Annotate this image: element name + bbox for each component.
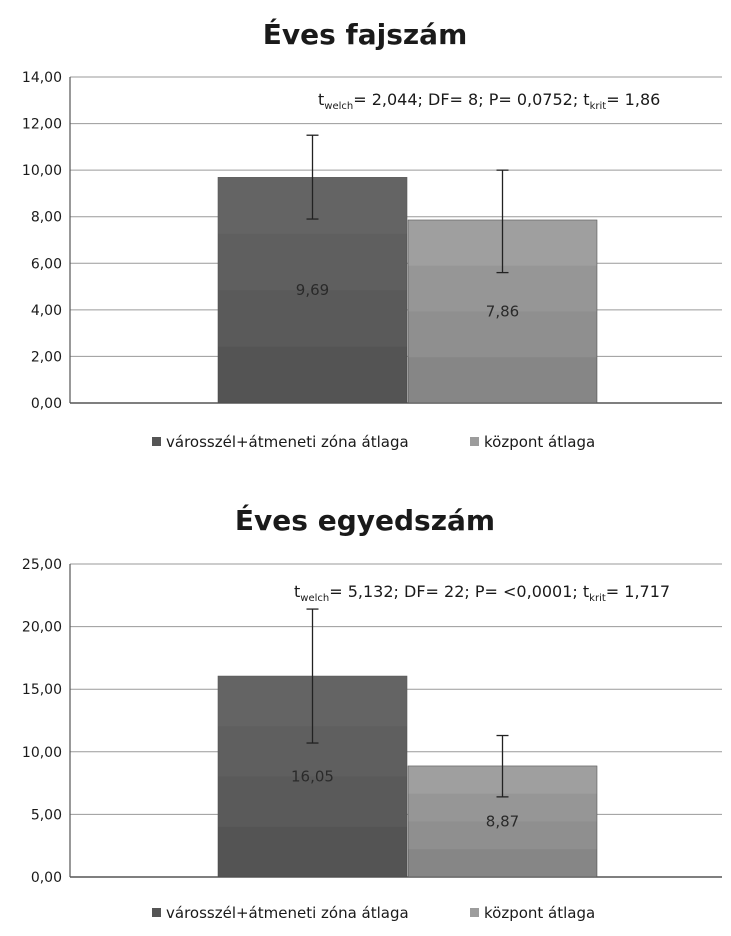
stat-subscript: welch [300, 593, 329, 604]
bar-shade [218, 346, 407, 403]
bar-shade [218, 826, 407, 877]
legend-label: központ átlaga [484, 433, 595, 451]
chart-title: Éves fajszám [263, 17, 468, 51]
stat-text: = 1,86 [606, 90, 660, 109]
y-tick-label: 0,00 [31, 396, 62, 412]
stat-text: = 2,044; [353, 90, 428, 109]
bar-shade [218, 776, 407, 827]
legend-swatch [470, 437, 479, 446]
chart-1: Éves egyedszám 0,00 5,00 10,00 15,00 20,00 25,… [22, 503, 722, 922]
y-tick-label: 2,00 [31, 349, 62, 365]
bar-shade [408, 311, 597, 358]
bar-shade [408, 849, 597, 877]
y-tick-label: 4,00 [31, 303, 62, 319]
stat-text: t [318, 90, 324, 109]
y-tick-label: 25,00 [22, 557, 62, 573]
bar-shade [218, 290, 407, 347]
stat-text: = 1,717 [606, 582, 670, 601]
y-tick-label: 15,00 [22, 682, 62, 698]
legend-label: központ átlaga [484, 904, 595, 922]
chart-title: Éves egyedszám [235, 503, 495, 537]
data-label: 7,86 [486, 302, 519, 320]
legend-label: városszél+átmeneti zóna átlaga [166, 433, 409, 451]
stat-text: t [583, 582, 589, 601]
y-tick-label: 10,00 [22, 745, 62, 761]
y-tick-label: 6,00 [31, 256, 62, 272]
y-tick-label: 20,00 [22, 620, 62, 636]
legend-label: városszél+átmeneti zóna átlaga [166, 904, 409, 922]
bar-shade [408, 265, 597, 312]
stat-subscript: krit [589, 593, 606, 604]
bar-shade [408, 821, 597, 850]
stat-text: = 5,132; [329, 582, 404, 601]
stat-text: t [294, 582, 300, 601]
bar-shade [408, 793, 597, 822]
y-tick-label: 8,00 [31, 210, 62, 226]
y-tick-label: 10,00 [22, 163, 62, 179]
stat-text: t [583, 90, 589, 109]
stat-annotation: twelch= 5,132; DF= 22; P= <0,0001; tkrit… [294, 582, 670, 604]
legend-swatch [152, 437, 161, 446]
y-tick-label: 0,00 [31, 870, 62, 886]
y-tick-label: 5,00 [31, 807, 62, 823]
bar-shade [218, 233, 407, 291]
stat-subscript: krit [590, 101, 607, 112]
stat-text: DF= 22; [404, 582, 475, 601]
legend-swatch [470, 908, 479, 917]
data-label: 16,05 [291, 768, 334, 786]
stat-text: P= <0,0001; [475, 582, 583, 601]
chart-0: Éves fajszám 0,00 2,00 4,00 6,00 8,00 10,00 12,… [22, 17, 722, 451]
data-label: 8,87 [486, 812, 519, 830]
data-label: 9,69 [296, 281, 329, 299]
stat-text: P= 0,0752; [489, 90, 584, 109]
stat-subscript: welch [324, 101, 353, 112]
y-tick-label: 12,00 [22, 117, 62, 133]
y-tick-label: 14,00 [22, 70, 62, 86]
stat-annotation: twelch= 2,044; DF= 8; P= 0,0752; tkrit= … [318, 90, 660, 112]
stat-text: DF= 8; [428, 90, 489, 109]
bar-shade [408, 357, 597, 403]
legend-swatch [152, 908, 161, 917]
